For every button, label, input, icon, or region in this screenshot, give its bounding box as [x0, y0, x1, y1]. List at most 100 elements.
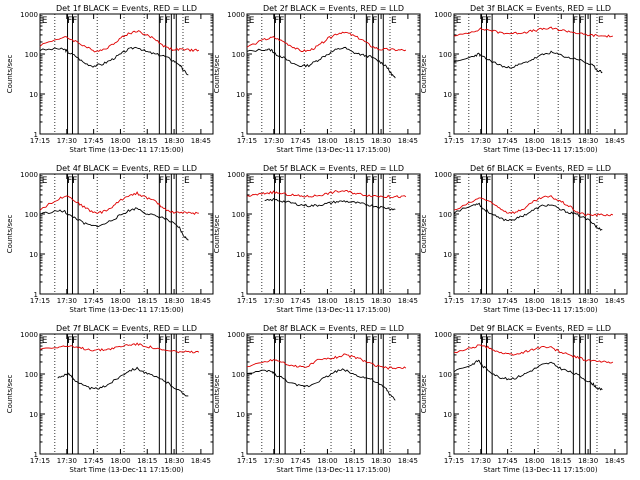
- x-tick-label: 18:00: [524, 457, 544, 465]
- x-tick-label: 18:30: [371, 457, 391, 465]
- top-marker-label: F: [579, 336, 584, 346]
- x-tick-label: 18:00: [110, 137, 130, 145]
- y-axis-label: Counts/sec: [213, 55, 221, 94]
- plot-frame: [39, 173, 214, 295]
- chart-panel-2: Det 2f BLACK = Events, RED = LLD 1 10 100 10…: [213, 4, 421, 154]
- x-tick-label: 17:15: [444, 457, 464, 465]
- top-marker-label: F: [67, 336, 72, 346]
- top-marker-label: E: [391, 336, 397, 346]
- y-tick-label: 10: [29, 251, 38, 259]
- x-tick-label: 18:30: [371, 297, 391, 305]
- top-marker-label: F: [481, 336, 486, 346]
- top-marker-label: E: [456, 336, 462, 346]
- y-tick-label: 1: [34, 291, 38, 299]
- x-tick-label: 17:30: [471, 137, 491, 145]
- x-tick-label: 18:45: [605, 137, 625, 145]
- top-marker-label: F: [72, 336, 77, 346]
- y-tick-label: 100: [232, 211, 245, 219]
- x-tick-label: 18:15: [137, 137, 157, 145]
- series-line-lld: [246, 353, 407, 370]
- x-tick-label: 18:30: [578, 137, 598, 145]
- x-tick-label: 18:15: [344, 457, 364, 465]
- y-tick-label: 100: [25, 371, 38, 379]
- y-axis-label: Counts/sec: [6, 215, 14, 254]
- top-marker-label: E: [184, 336, 190, 346]
- top-marker-label: F: [159, 176, 164, 186]
- series-line-events: [57, 366, 189, 397]
- top-marker-label: F: [579, 16, 584, 26]
- series-line-lld: [39, 30, 200, 53]
- chart-title: Det 5f BLACK = Events, RED = LLD: [263, 164, 404, 173]
- x-tick-label: 18:45: [191, 297, 211, 305]
- x-axis-label: Start Time (13-Dec-11 17:15:00): [483, 306, 597, 314]
- x-tick-label: 17:45: [84, 297, 104, 305]
- top-marker-label: F: [372, 16, 377, 26]
- x-tick-label: 17:45: [84, 457, 104, 465]
- y-tick-label: 10: [236, 411, 245, 419]
- x-tick-label: 18:00: [110, 457, 130, 465]
- top-marker-label: E: [42, 176, 48, 186]
- y-tick-label: 10: [29, 91, 38, 99]
- x-axis-label: Start Time (13-Dec-11 17:15:00): [69, 466, 183, 474]
- top-marker-label: E: [456, 16, 462, 26]
- y-tick-label: 1: [448, 131, 452, 139]
- x-tick-label: 18:00: [317, 137, 337, 145]
- top-marker-label: F: [486, 16, 491, 26]
- x-tick-label: 17:30: [471, 457, 491, 465]
- top-marker-label: E: [249, 176, 255, 186]
- chart-title: Det 8f BLACK = Events, RED = LLD: [263, 324, 404, 333]
- x-tick-label: 17:15: [30, 457, 50, 465]
- chart-title: Det 4f BLACK = Events, RED = LLD: [56, 164, 197, 173]
- top-marker-label: E: [184, 16, 190, 26]
- plot-frame: [453, 13, 628, 135]
- x-tick-label: 17:15: [237, 297, 257, 305]
- x-tick-label: 18:45: [398, 297, 418, 305]
- x-tick-label: 18:15: [137, 297, 157, 305]
- chart-title: Det 6f BLACK = Events, RED = LLD: [470, 164, 611, 173]
- series-line-lld: [39, 191, 199, 215]
- series-line-events: [453, 359, 603, 391]
- top-marker-label: F: [279, 176, 284, 186]
- y-tick-label: 1: [34, 451, 38, 459]
- chart-panel-3: Det 3f BLACK = Events, RED = LLD 1 10 100 10…: [420, 4, 628, 154]
- top-marker-label: E: [42, 16, 48, 26]
- chart-panel-7: Det 7f BLACK = Events, RED = LLD 1 10 100 10…: [6, 324, 214, 474]
- x-tick-label: 17:15: [444, 137, 464, 145]
- top-marker-label: F: [573, 16, 578, 26]
- top-marker-label: F: [67, 16, 72, 26]
- x-axis-label: Start Time (13-Dec-11 17:15:00): [276, 146, 390, 154]
- x-tick-label: 18:00: [317, 297, 337, 305]
- top-marker-label: F: [366, 16, 371, 26]
- series-line-events: [453, 202, 603, 231]
- top-marker-label: F: [274, 336, 279, 346]
- series-line-lld: [453, 26, 613, 38]
- y-axis-label: Counts/sec: [6, 375, 14, 414]
- y-axis-label: Counts/sec: [213, 215, 221, 254]
- y-axis-label: Counts/sec: [420, 215, 428, 254]
- y-axis-label: Counts/sec: [420, 375, 428, 414]
- x-tick-label: 17:30: [57, 137, 77, 145]
- x-tick-label: 17:30: [264, 457, 284, 465]
- x-tick-label: 17:15: [237, 137, 257, 145]
- plot-frame: [246, 333, 421, 455]
- top-marker-label: E: [42, 336, 48, 346]
- x-tick-label: 18:45: [191, 137, 211, 145]
- top-marker-label: F: [573, 176, 578, 186]
- y-axis-label: Counts/sec: [420, 55, 428, 94]
- x-tick-label: 18:30: [578, 457, 598, 465]
- series-line-lld: [39, 342, 200, 354]
- y-tick-label: 1: [241, 291, 245, 299]
- x-tick-label: 18:00: [524, 297, 544, 305]
- top-marker-label: E: [598, 176, 604, 186]
- series-line-lld: [453, 344, 614, 364]
- top-marker-label: F: [481, 176, 486, 186]
- series-line-lld: [246, 31, 407, 53]
- series-line-lld: [246, 190, 407, 199]
- top-marker-label: F: [486, 176, 491, 186]
- y-tick-label: 1000: [227, 11, 245, 19]
- x-tick-label: 17:45: [291, 297, 311, 305]
- top-marker-label: F: [372, 176, 377, 186]
- y-tick-label: 1000: [227, 171, 245, 179]
- y-tick-label: 1000: [20, 11, 38, 19]
